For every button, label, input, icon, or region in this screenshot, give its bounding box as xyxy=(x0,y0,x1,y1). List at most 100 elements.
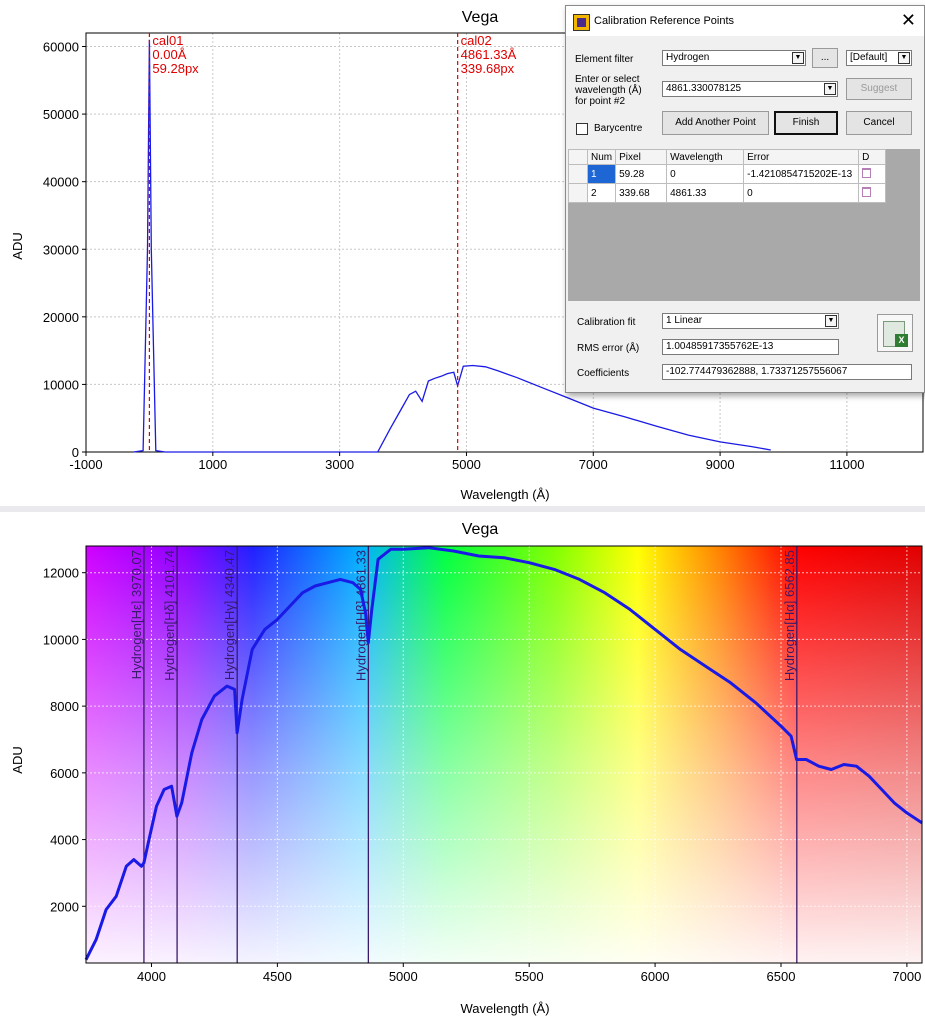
trash-icon[interactable] xyxy=(862,186,872,197)
finish-button[interactable]: Finish xyxy=(774,111,838,135)
element-filter-select[interactable]: Hydrogen ▼ xyxy=(662,50,806,66)
barycentre-checkbox[interactable] xyxy=(576,123,588,135)
calibration-fit-value: 1 Linear xyxy=(666,315,703,326)
grid-header-delete[interactable]: D xyxy=(858,149,887,165)
suggest-button[interactable]: Suggest xyxy=(846,78,912,100)
chevron-down-icon: ▼ xyxy=(825,315,837,327)
wavelength-label-line3: for point #2 xyxy=(575,96,626,107)
cal-marker-wavelength: 0.00Å xyxy=(152,47,186,62)
close-icon[interactable]: ✕ xyxy=(900,10,916,30)
spectral-line-label: Hydrogen[Hγ] 4340.47 xyxy=(222,550,237,680)
chevron-down-icon: ▼ xyxy=(898,52,910,64)
top-y-tick-label: 20000 xyxy=(43,310,79,325)
bottom-y-tick-label: 6000 xyxy=(50,766,79,781)
calibration-dialog: Calibration Reference Points ✕ Element f… xyxy=(565,5,925,393)
bottom-x-tick-label: 7000 xyxy=(892,969,921,984)
bottom-plot-area xyxy=(85,545,923,964)
top-x-tick-label: 9000 xyxy=(706,457,735,472)
cell-num[interactable]: 1 xyxy=(586,164,617,184)
preset-value: [Default] xyxy=(850,52,888,63)
grid-corner xyxy=(568,149,588,165)
delete-cell[interactable] xyxy=(858,183,887,203)
top-x-tick-label: 5000 xyxy=(452,457,481,472)
chevron-down-icon: ▼ xyxy=(824,83,836,95)
delete-cell[interactable] xyxy=(858,164,887,184)
element-filter-value: Hydrogen xyxy=(666,52,710,63)
grid-header-pixel[interactable]: Pixel xyxy=(615,149,668,165)
cell-wavelength[interactable]: 0 xyxy=(666,164,745,184)
bottom-x-tick-label: 6000 xyxy=(641,969,670,984)
cancel-button[interactable]: Cancel xyxy=(846,111,912,135)
bottom-x-tick-label: 6500 xyxy=(767,969,796,984)
bottom-x-tick-label: 4500 xyxy=(263,969,292,984)
top-x-tick-label: 3000 xyxy=(325,457,354,472)
spectral-line-label: Hydrogen[Hδ] 4101.74 xyxy=(162,550,177,681)
panel-divider xyxy=(0,506,925,512)
bottom-y-axis-label: ADU xyxy=(10,746,25,773)
top-spectrum-series xyxy=(133,39,771,453)
rms-error-label: RMS error (Å) xyxy=(577,343,640,354)
table-row[interactable]: 1 59.28 0 -1.4210854715202E-13 xyxy=(568,164,887,184)
preset-select[interactable]: [Default] ▼ xyxy=(846,50,912,66)
cal-marker-wavelength: 4861.33Å xyxy=(461,47,517,62)
bottom-y-tick-label: 10000 xyxy=(43,632,79,647)
dialog-titlebar[interactable]: Calibration Reference Points ✕ xyxy=(566,6,924,36)
wavelength-value: 4861.330078125 xyxy=(666,83,742,94)
bottom-x-tick-label: 4000 xyxy=(137,969,166,984)
chevron-down-icon: ▼ xyxy=(792,52,804,64)
barycentre-label: Barycentre xyxy=(594,123,643,134)
grid-header-wavelength[interactable]: Wavelength xyxy=(666,149,745,165)
bottom-x-tick-label: 5000 xyxy=(389,969,418,984)
spectral-line-label: Hydrogen[Hε] 3970.07 xyxy=(129,550,144,679)
bottom-y-tick-label: 4000 xyxy=(50,833,79,848)
top-y-tick-label: 50000 xyxy=(43,107,79,122)
top-y-tick-label: 30000 xyxy=(43,242,79,257)
top-y-tick-label: 60000 xyxy=(43,40,79,55)
coefficients-field[interactable]: -102.774479362888, 1.73371257556067 xyxy=(662,364,912,380)
top-x-tick-label: 7000 xyxy=(579,457,608,472)
top-x-axis-label: Wavelength (Å) xyxy=(460,487,549,502)
cell-num[interactable]: 2 xyxy=(586,183,617,203)
cal-marker-pixel: 59.28px xyxy=(152,61,199,76)
bottom-y-tick-label: 12000 xyxy=(43,566,79,581)
wavelength-label-line2: wavelength (Å) xyxy=(575,85,642,96)
rms-error-field[interactable]: 1.00485917355762E-13 xyxy=(662,339,839,355)
bottom-chart-panel: Hydrogen[Hε] 3970.07 Hydrogen[Hδ] 4101.74… xyxy=(0,512,925,1026)
cell-wavelength[interactable]: 4861.33 xyxy=(666,183,745,203)
element-browse-button[interactable]: ... xyxy=(812,48,838,68)
calibration-points-grid[interactable]: Num Pixel Wavelength Error D 1 59.28 0 -… xyxy=(568,149,920,301)
cal-marker-name: cal02 xyxy=(461,33,492,48)
cell-error[interactable]: -1.4210854715202E-13 xyxy=(743,164,860,184)
top-x-tick-label: -1000 xyxy=(69,457,102,472)
add-point-button[interactable]: Add Another Point xyxy=(662,111,769,135)
cell-pixel[interactable]: 339.68 xyxy=(615,183,668,203)
cal-marker-pixel: 339.68px xyxy=(461,61,515,76)
excel-export-icon[interactable] xyxy=(877,314,913,352)
element-filter-label: Element filter xyxy=(575,54,634,65)
top-y-tick-label: 40000 xyxy=(43,175,79,190)
bottom-spectrum-series xyxy=(84,546,923,961)
wavelength-label-line1: Enter or select xyxy=(575,74,640,85)
bottom-chart: Hydrogen[Hε] 3970.07 Hydrogen[Hδ] 4101.74… xyxy=(10,521,923,1016)
cell-pixel[interactable]: 59.28 xyxy=(615,164,668,184)
spectrum-fade xyxy=(86,546,922,963)
grid-header-error[interactable]: Error xyxy=(743,149,860,165)
trash-icon[interactable] xyxy=(862,167,872,178)
table-row[interactable]: 2 339.68 4861.33 0 xyxy=(568,183,887,203)
wavelength-select[interactable]: 4861.330078125 ▼ xyxy=(662,81,838,97)
cell-error[interactable]: 0 xyxy=(743,183,860,203)
bottom-x-axis-label: Wavelength (Å) xyxy=(460,1001,549,1016)
bottom-chart-title: Vega xyxy=(462,521,499,538)
cal-marker-name: cal01 xyxy=(152,33,183,48)
bottom-y-tick-label: 2000 xyxy=(50,899,79,914)
grid-header-num[interactable]: Num xyxy=(586,149,617,165)
top-y-tick-label: 0 xyxy=(72,445,79,460)
spectral-line-label: Hydrogen[Hβ] 4861.33 xyxy=(353,550,368,681)
bottom-x-tick-label: 5500 xyxy=(515,969,544,984)
row-header[interactable] xyxy=(568,164,588,184)
top-y-axis-label: ADU xyxy=(10,232,25,259)
bottom-y-tick-label: 8000 xyxy=(50,699,79,714)
calibration-fit-select[interactable]: 1 Linear ▼ xyxy=(662,313,839,329)
row-header[interactable] xyxy=(568,183,588,203)
app-icon xyxy=(573,14,590,31)
